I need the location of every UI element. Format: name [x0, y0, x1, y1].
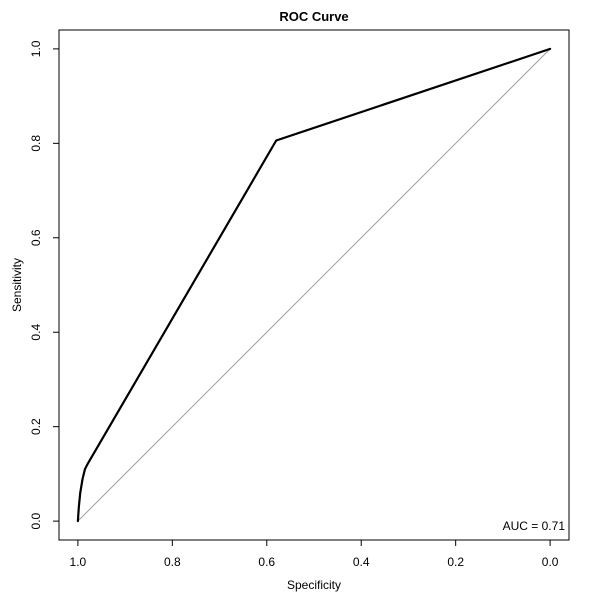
y-tick-label: 1.0: [29, 40, 43, 57]
auc-annotation: AUC = 0.71: [503, 519, 566, 533]
x-tick-label: 0.0: [542, 555, 559, 569]
y-tick-label: 0.6: [29, 229, 43, 246]
x-tick-label: 1.0: [70, 555, 87, 569]
y-tick-label: 0.8: [29, 135, 43, 152]
x-axis: 1.0 0.8 0.6 0.4 0.2 0.0: [70, 539, 559, 569]
y-axis-label: Sensitivity: [10, 258, 24, 312]
plot-area: [58, 29, 570, 541]
x-tick-label: 0.8: [164, 555, 181, 569]
x-tick-label: 0.2: [447, 555, 464, 569]
x-tick-label: 0.6: [258, 555, 275, 569]
reference-diagonal-line: [77, 48, 551, 522]
y-axis: 0.0 0.2 0.4 0.6 0.8 1.0: [29, 40, 60, 529]
x-axis-label: Specificity: [287, 578, 341, 592]
y-tick-label: 0.4: [29, 324, 43, 341]
y-tick-label: 0.0: [29, 512, 43, 529]
roc-curve-line: [76, 47, 552, 523]
x-tick-label: 0.4: [353, 555, 370, 569]
chart-title: ROC Curve: [279, 9, 348, 24]
y-tick-label: 0.2: [29, 418, 43, 435]
